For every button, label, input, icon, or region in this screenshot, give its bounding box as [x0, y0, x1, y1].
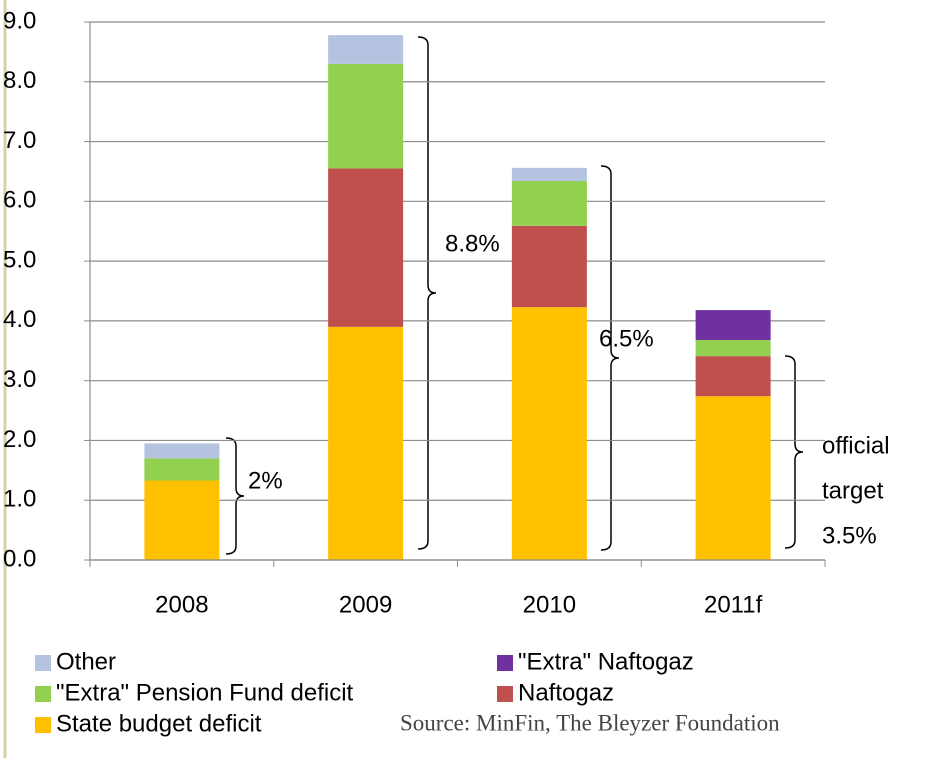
legend-swatch	[35, 655, 51, 671]
bracket	[600, 165, 620, 551]
legend-label: Other	[56, 648, 116, 675]
x-tick-label: 2010	[523, 591, 576, 618]
legend-swatch	[35, 717, 51, 733]
bar-segment	[328, 35, 404, 64]
bar-segment	[328, 63, 404, 169]
bar-segment	[328, 326, 404, 560]
bar-segment	[511, 181, 587, 226]
bar-segment	[328, 168, 404, 327]
y-tick-label: 0.0	[3, 545, 36, 572]
y-tick-label: 1.0	[3, 486, 36, 513]
legend-label: "Extra" Pension Fund deficit	[56, 679, 354, 706]
legend-label: Naftogaz	[518, 679, 614, 706]
y-tick-label: 3.0	[3, 366, 36, 393]
y-tick-label: 2.0	[3, 426, 36, 453]
bar-segment	[144, 480, 220, 560]
annotation: target	[822, 477, 884, 504]
legend-label: State budget deficit	[56, 710, 262, 737]
bar-segment	[511, 307, 587, 560]
y-tick-label: 7.0	[3, 127, 36, 154]
annotation: 2%	[248, 467, 283, 494]
x-tick-label: 2008	[155, 591, 208, 618]
y-tick-label: 8.0	[3, 67, 36, 94]
legend-swatch	[35, 686, 51, 702]
bar-segment	[144, 458, 220, 481]
bar-segment	[695, 340, 771, 357]
x-tick-label: 2011f	[704, 591, 763, 618]
y-tick-label: 5.0	[3, 246, 36, 273]
bar-segment	[511, 225, 587, 308]
y-tick-label: 6.0	[3, 187, 36, 214]
annotation: official	[822, 432, 890, 459]
bracket	[225, 437, 245, 555]
source: Source: MinFin, The Bleyzer Foundation	[400, 710, 780, 735]
brackets	[225, 36, 804, 555]
legend-swatch	[497, 655, 513, 671]
y-tick-label: 4.0	[3, 306, 36, 333]
annotation: 6.5%	[599, 325, 654, 352]
bar-segment	[144, 443, 220, 459]
bar-segment	[695, 310, 771, 341]
bar-segment	[695, 396, 771, 560]
annotation: 8.8%	[445, 230, 500, 257]
bar-segment	[511, 167, 587, 182]
bar-segment	[695, 356, 771, 397]
annotation: 3.5%	[822, 522, 877, 549]
legend-label: "Extra" Naftogaz	[518, 648, 694, 675]
x-tick-label: 2009	[339, 591, 392, 618]
legend-swatch	[497, 686, 513, 702]
bracket	[784, 355, 804, 549]
bracket	[417, 36, 437, 550]
y-tick-label: 9.0	[3, 7, 36, 34]
